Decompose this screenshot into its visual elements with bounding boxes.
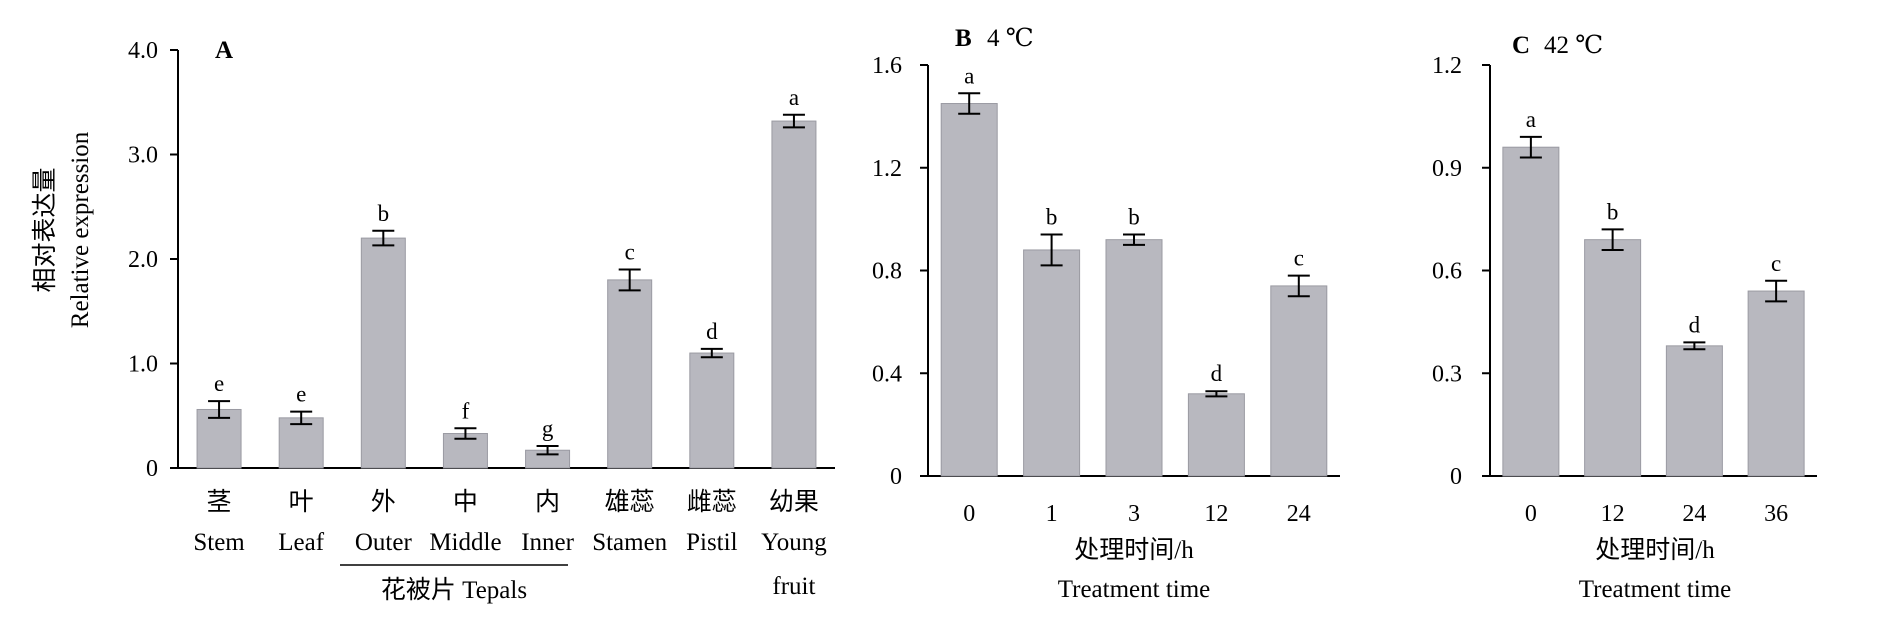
panel-a: A 相对表达量 Relative expression 花被片 Tepals 0… xyxy=(31,37,835,604)
panel-b-bar xyxy=(1187,393,1245,477)
panel-a-category-label-cn: 幼果 xyxy=(769,488,819,516)
panel-b-xlabel-en: Treatment time xyxy=(1058,576,1211,603)
panel-a-y-tick-label: 1.0 xyxy=(128,352,158,378)
panel-c-category-label: 0 xyxy=(1525,501,1537,527)
panel-a-plot: 0 1.0 2.0 3.0 4.0 e 茎 Stem e 叶 Leaf b 外 Outer f 中 Middle… xyxy=(128,38,835,600)
panel-c-xlabel-cn: 处理时间/h xyxy=(1595,536,1715,564)
panel-c-y-tick-label: 0 xyxy=(1450,464,1462,490)
panel-a-title: A xyxy=(215,37,233,64)
panel-a-category-label-en: Stamen xyxy=(592,529,667,556)
panel-c-bar xyxy=(1747,290,1805,477)
panel-a-category-label-cn: 内 xyxy=(535,488,560,516)
panel-c-bar xyxy=(1665,345,1723,477)
panel-a-category-label-en: Pistil xyxy=(686,529,737,556)
panel-c-category-label: 24 xyxy=(1682,501,1706,527)
panel-c-significance-letter: b xyxy=(1607,199,1619,224)
panel-b-category-label: 24 xyxy=(1287,501,1311,527)
panel-b-significance-letter: d xyxy=(1211,361,1223,386)
panel-a-category-label-cn: 茎 xyxy=(207,488,232,516)
panel-c-significance-letter: c xyxy=(1771,251,1781,276)
panel-b-category-label: 1 xyxy=(1046,501,1058,527)
panel-b-plot: 0 0.4 0.8 1.2 1.6 a 0 b 1 b 3 d 12 c 24 xyxy=(872,53,1340,527)
panel-c-title: C xyxy=(1512,32,1530,59)
panel-a-bar xyxy=(442,433,488,469)
panel-a-category-label-en: Outer xyxy=(355,529,413,556)
panel-a-significance-letter: d xyxy=(706,319,718,344)
panel-a-category-label-en: Young xyxy=(761,529,827,556)
panel-a-category-label-en-2: fruit xyxy=(772,573,815,600)
panel-a-significance-letter: g xyxy=(542,416,554,441)
panel-b-category-label: 3 xyxy=(1128,501,1140,527)
panel-b-category-label: 12 xyxy=(1204,501,1228,527)
panel-a-category-label-en: Middle xyxy=(429,529,501,556)
panel-b-category-label: 0 xyxy=(963,501,975,527)
panel-a-significance-letter: a xyxy=(789,85,799,110)
panel-a-y-tick-label: 2.0 xyxy=(128,247,158,273)
panel-c-plot: 0 0.3 0.6 0.9 1.2 a 0 b 12 d 24 c 36 xyxy=(1432,53,1817,527)
panel-b-bar xyxy=(940,103,998,477)
panel-a-category-label-cn: 雄蕊 xyxy=(605,488,655,516)
panel-c-bar xyxy=(1584,239,1642,477)
panel-b-title: B xyxy=(955,25,972,52)
panel-b-significance-letter: a xyxy=(964,63,974,88)
panel-c-significance-letter: a xyxy=(1526,107,1536,132)
panel-b-bar xyxy=(1105,239,1163,477)
panel-a-category-label-cn: 中 xyxy=(453,488,478,516)
panel-b-significance-letter: b xyxy=(1046,205,1058,230)
panel-c-xlabel-en: Treatment time xyxy=(1579,576,1732,603)
panel-a-significance-letter: b xyxy=(378,201,390,226)
panel-a-bar xyxy=(689,352,735,469)
panel-a-significance-letter: c xyxy=(625,239,635,264)
panel-a-category-label-en: Stem xyxy=(193,529,245,556)
panel-a-bar xyxy=(607,279,653,469)
panel-a-category-label-en: Inner xyxy=(521,529,574,556)
panel-b-significance-letter: b xyxy=(1128,205,1140,230)
panel-b-y-tick-label: 1.2 xyxy=(872,156,902,182)
panel-a-ylabel-cn: 相对表达量 xyxy=(31,167,59,292)
panel-a-y-tick-label: 0 xyxy=(146,456,158,482)
panel-b-y-tick-label: 0.8 xyxy=(872,259,902,285)
panel-b-y-tick-label: 1.6 xyxy=(872,53,902,79)
tepals-group-label: 花被片 Tepals xyxy=(381,576,527,604)
panel-a-significance-letter: e xyxy=(296,382,306,407)
panel-b-bar xyxy=(1023,249,1081,477)
panel-a-y-tick-label: 3.0 xyxy=(128,143,158,169)
panel-a-category-label-cn: 叶 xyxy=(289,489,314,516)
panel-b-bar xyxy=(1270,285,1328,477)
panel-c-category-label: 12 xyxy=(1601,501,1625,527)
panel-a-significance-letter: f xyxy=(462,398,470,423)
panel-c-y-tick-label: 1.2 xyxy=(1432,53,1462,79)
panel-b: B 4 ℃ 处理时间/h Treatment time 0 0.4 0.8 1.2 1.… xyxy=(872,25,1340,603)
panel-a-bar xyxy=(196,408,242,469)
panel-a-y-tick-label: 4.0 xyxy=(128,38,158,64)
panel-a-category-label-cn: 雌蕊 xyxy=(687,488,737,516)
panel-a-category-label-cn: 外 xyxy=(371,488,396,516)
panel-c-y-tick-label: 0.6 xyxy=(1432,259,1462,285)
panel-a-ylabel-en: Relative expression xyxy=(67,131,94,328)
panel-b-title-extra: 4 ℃ xyxy=(987,25,1034,52)
panel-a-category-label-en: Leaf xyxy=(278,529,324,556)
panel-a-bar xyxy=(278,417,324,469)
panel-b-y-tick-label: 0 xyxy=(890,464,902,490)
panel-a-significance-letter: e xyxy=(214,371,224,396)
panel-b-significance-letter: c xyxy=(1294,246,1304,271)
panel-c-significance-letter: d xyxy=(1689,312,1701,337)
panel-c-y-tick-label: 0.3 xyxy=(1432,361,1462,387)
panel-c-category-label: 36 xyxy=(1764,501,1788,527)
panel-b-y-tick-label: 0.4 xyxy=(872,361,902,387)
panel-c-bar xyxy=(1502,146,1560,477)
panel-a-bar xyxy=(771,120,817,469)
panel-b-xlabel-cn: 处理时间/h xyxy=(1074,536,1194,564)
panel-a-bar xyxy=(360,237,406,469)
panel-c-title-extra: 42 ℃ xyxy=(1544,32,1603,59)
panel-c-y-tick-label: 0.9 xyxy=(1432,156,1462,182)
panel-c: C 42 ℃ 处理时间/h Treatment time 0 0.3 0.6 0.9 1… xyxy=(1432,32,1817,603)
